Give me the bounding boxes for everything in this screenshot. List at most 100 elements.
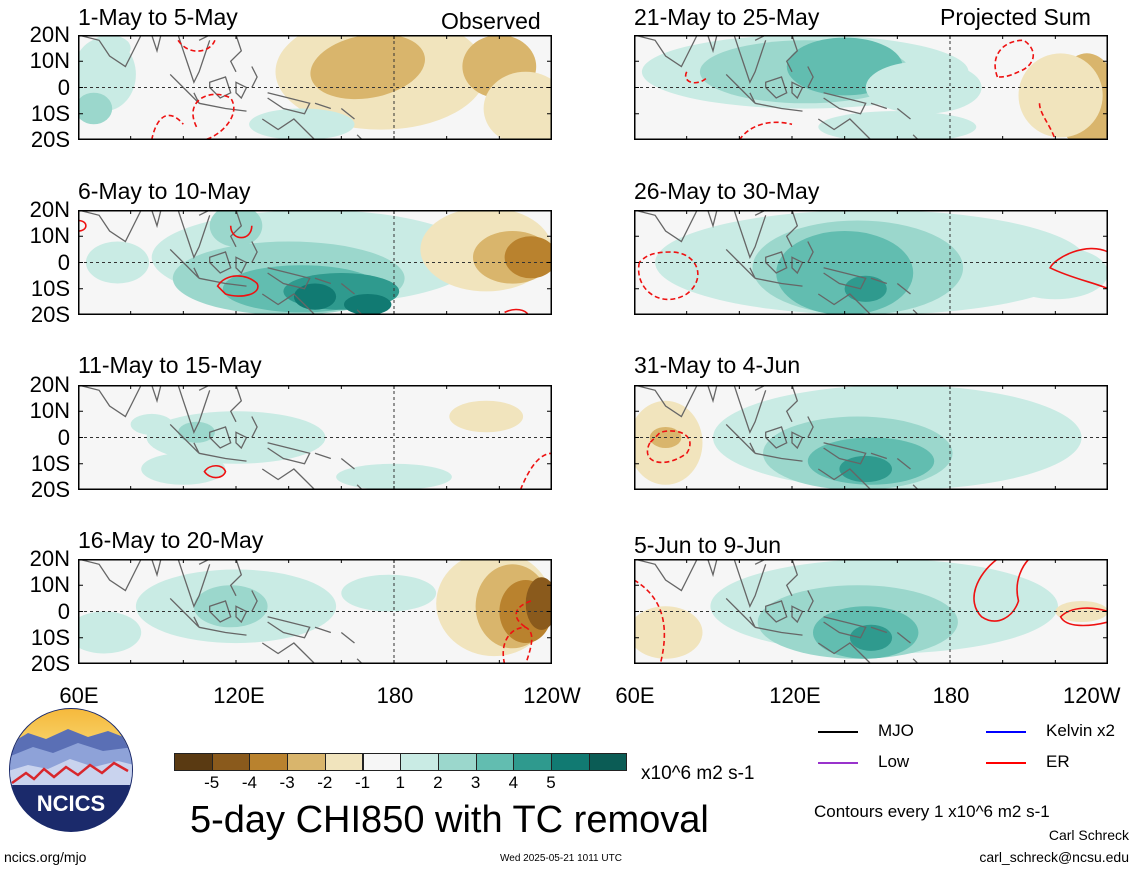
coastline — [733, 210, 767, 259]
coastline — [785, 385, 799, 423]
colorbar-swatch — [437, 753, 477, 771]
er-contour — [634, 579, 666, 664]
x-tick-label: 180 — [932, 683, 970, 708]
map-panel-8 — [634, 559, 1108, 664]
coastline — [807, 241, 814, 263]
x-tick-label: 60E — [59, 683, 99, 708]
coastline — [896, 282, 911, 295]
chi-anomaly-region — [341, 574, 437, 612]
er-contour — [515, 600, 532, 628]
y-tick-label: 20N — [29, 22, 70, 47]
coastline — [177, 210, 211, 259]
coastline — [754, 626, 803, 636]
coastline — [733, 35, 767, 84]
y-tick-label: 10N — [29, 572, 70, 598]
coastline — [765, 76, 788, 99]
coastline — [785, 559, 799, 597]
colorbar-tick: 2 — [433, 773, 443, 792]
main-title: 5-day CHI850 with TC removal — [190, 799, 709, 841]
coastline — [267, 92, 311, 115]
chi-anomaly-region — [130, 413, 173, 435]
y-tick-label: 10N — [29, 48, 70, 74]
panel-title: 5-Jun to 9-Jun — [634, 532, 782, 558]
author: Carl Schreck — [1048, 827, 1129, 843]
er-contour — [994, 39, 1034, 78]
coastline — [791, 431, 804, 450]
y-tick-label: 0 — [57, 424, 70, 450]
y-tick-label: 10S — [30, 450, 70, 476]
legend-label: Low — [878, 752, 910, 771]
coastline — [169, 423, 200, 454]
chi-anomaly-region — [344, 294, 392, 315]
coastline — [229, 210, 243, 248]
coastline — [765, 426, 788, 449]
panel-title: 31-May to 4-Jun — [634, 352, 801, 378]
map-panel-1 — [78, 35, 552, 140]
coastline — [314, 452, 332, 460]
coastline — [169, 73, 200, 104]
chi-anomaly-region — [88, 35, 131, 62]
chi-anomaly-region — [818, 111, 977, 140]
coastline — [733, 559, 767, 608]
x-tick-label: 120W — [523, 683, 581, 708]
er-contour — [1049, 247, 1108, 290]
y-tick-label: 10S — [30, 275, 70, 301]
coastline — [177, 559, 211, 608]
panel-title: 21-May to 25-May — [634, 4, 820, 30]
ncics-logo: NCICS — [9, 708, 133, 832]
coastline — [251, 416, 258, 438]
coastline — [78, 385, 142, 418]
coastline — [817, 468, 872, 490]
coastline — [785, 210, 799, 248]
coastline — [707, 210, 718, 229]
er-contour — [177, 39, 216, 52]
x-tick-label: 120W — [1063, 684, 1121, 708]
chi-anomaly-region — [1055, 601, 1108, 622]
chi-anomaly-region — [78, 92, 113, 125]
er-contour — [646, 430, 691, 464]
coastline — [896, 631, 911, 644]
colorbar-swatch — [588, 753, 628, 771]
coastline — [807, 416, 814, 438]
y-tick-label: 20S — [30, 651, 70, 676]
coastline — [634, 385, 698, 418]
coastline — [169, 248, 200, 279]
chi-anomaly-region — [483, 71, 552, 140]
site-link[interactable]: ncics.org/mjo — [4, 849, 87, 865]
colorbar-swatch — [249, 753, 289, 771]
y-tick-label: 0 — [57, 598, 70, 624]
x-tick-label: 60E — [615, 683, 655, 708]
colorbar-tick: -1 — [354, 773, 371, 792]
coastline — [807, 66, 814, 88]
coastline — [870, 102, 888, 110]
coastline — [896, 457, 911, 470]
chi-anomaly-region — [293, 283, 337, 310]
coastline — [251, 66, 258, 88]
y-tick-label: 10S — [30, 100, 70, 126]
coastline — [177, 35, 211, 84]
legend-label: MJO — [878, 721, 914, 740]
chi-anomaly-region — [525, 577, 552, 630]
chi-anomaly-region — [141, 453, 226, 485]
coastline — [817, 293, 872, 315]
coastline — [251, 241, 258, 263]
coastline — [823, 267, 867, 290]
y-tick-label: 10N — [29, 223, 70, 249]
coastline — [823, 616, 867, 639]
coastline — [314, 626, 332, 634]
coastline — [634, 35, 698, 68]
chi-anomaly-region — [78, 611, 142, 654]
coastline — [754, 452, 803, 462]
observed-label: Observed — [441, 8, 541, 34]
coastline — [817, 118, 872, 140]
coastline — [791, 81, 804, 100]
er-contour — [1038, 103, 1057, 140]
er-contour — [1059, 607, 1108, 627]
er-contour — [192, 93, 235, 140]
coastline — [634, 559, 698, 592]
er-contour — [684, 71, 709, 84]
er-contour — [78, 219, 87, 232]
coastline — [725, 73, 756, 104]
x-tick-label: 120E — [213, 683, 265, 708]
coastline — [765, 600, 788, 623]
